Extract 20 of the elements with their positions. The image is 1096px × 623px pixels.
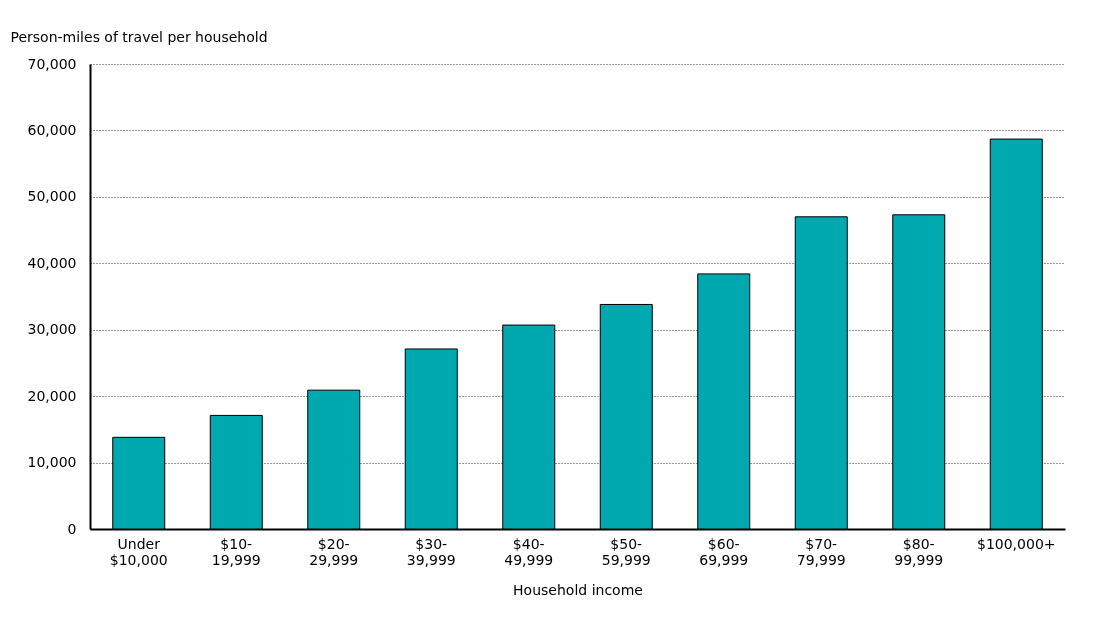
- x-tick-label: $100,000+: [976, 535, 1056, 552]
- x-tick-label: $30- 39,999: [406, 535, 456, 568]
- x-tick-label: $70- 79,999: [796, 535, 846, 568]
- x-tick-label: $80- 99,999: [894, 535, 944, 568]
- x-tick-label: $10- 19,999: [211, 535, 261, 568]
- y-tick-label: 50,000: [27, 188, 77, 205]
- x-tick-label: Under $10,000: [109, 535, 168, 568]
- y-tick-label: 30,000: [27, 321, 77, 338]
- x-tick-label: $50- 59,999: [601, 535, 651, 568]
- x-tick-label: $20- 29,999: [309, 535, 359, 568]
- y-tick-label: 70,000: [27, 55, 77, 72]
- y-tick-label: 20,000: [27, 387, 77, 404]
- y-tick-label: 0: [67, 520, 77, 537]
- x-axis-title: Household income: [513, 581, 643, 598]
- y-axis-title: Person-miles of travel per household: [10, 28, 268, 45]
- y-tick-label: 60,000: [27, 121, 77, 138]
- x-tick-label: $60- 69,999: [699, 535, 749, 568]
- y-tick-label: 40,000: [27, 254, 77, 271]
- x-tick-label: $40- 49,999: [504, 535, 554, 568]
- y-tick-label: 10,000: [27, 454, 77, 471]
